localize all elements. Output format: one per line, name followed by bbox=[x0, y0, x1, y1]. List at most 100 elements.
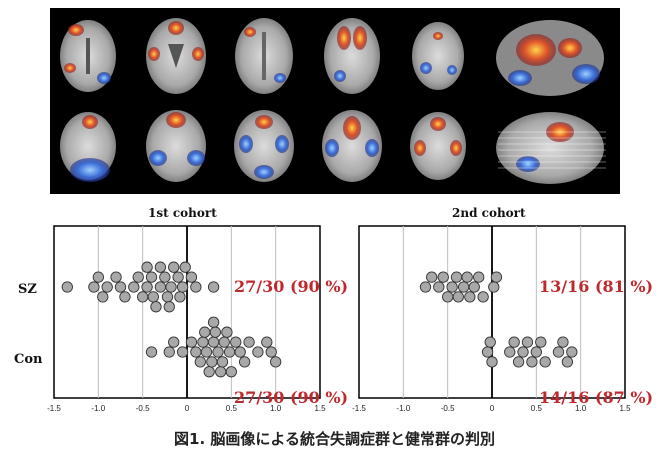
group-label-sz: SZ bbox=[18, 282, 37, 297]
data-point bbox=[461, 271, 473, 283]
data-point bbox=[206, 356, 218, 368]
data-point bbox=[163, 346, 175, 358]
data-point bbox=[119, 291, 131, 303]
axial-slice bbox=[322, 110, 382, 182]
data-point bbox=[484, 336, 496, 348]
axial-slice bbox=[146, 110, 206, 182]
data-point bbox=[234, 346, 246, 358]
data-point bbox=[535, 336, 547, 348]
data-point bbox=[261, 336, 273, 348]
group-label-con: Con bbox=[14, 352, 43, 367]
data-point bbox=[433, 281, 445, 293]
accuracy-label: 13/16 (81 %) bbox=[539, 277, 653, 296]
tick-label: -1.0 bbox=[91, 404, 105, 413]
data-point bbox=[199, 326, 211, 338]
data-point bbox=[238, 356, 251, 368]
axial-slice bbox=[60, 20, 116, 92]
data-point bbox=[215, 366, 227, 378]
data-point bbox=[212, 346, 224, 358]
data-point bbox=[190, 281, 202, 293]
axial-slice bbox=[235, 18, 293, 94]
data-point bbox=[230, 336, 242, 348]
data-point bbox=[504, 346, 516, 358]
axial-slice bbox=[412, 22, 464, 90]
tick-label: 1.0 bbox=[575, 404, 587, 413]
tick-label: 0 bbox=[185, 404, 190, 413]
data-point bbox=[437, 271, 449, 283]
data-point bbox=[218, 336, 230, 348]
data-point bbox=[168, 261, 180, 273]
data-point bbox=[452, 291, 464, 303]
data-point bbox=[464, 291, 476, 303]
data-point bbox=[225, 366, 237, 378]
axial-slice bbox=[60, 112, 116, 182]
data-point bbox=[477, 291, 489, 303]
accuracy-label: 27/30 (90 %) bbox=[234, 388, 348, 407]
data-point bbox=[526, 356, 538, 368]
tick-label: -0.5 bbox=[136, 404, 150, 413]
data-point bbox=[530, 346, 542, 358]
data-point bbox=[92, 271, 104, 283]
data-point bbox=[172, 271, 184, 283]
tick-label: -1.0 bbox=[396, 404, 410, 413]
data-point bbox=[521, 336, 534, 348]
data-point bbox=[141, 261, 153, 273]
tick-label: 1.0 bbox=[270, 404, 282, 413]
data-point bbox=[561, 356, 574, 368]
data-point bbox=[101, 281, 113, 293]
data-point bbox=[88, 281, 100, 293]
data-point bbox=[488, 281, 500, 293]
data-point bbox=[207, 336, 220, 348]
data-point bbox=[552, 346, 565, 358]
data-point bbox=[486, 356, 498, 368]
data-point bbox=[159, 271, 171, 283]
tick-label: 0.5 bbox=[226, 404, 238, 413]
brain-imaging-panel bbox=[50, 8, 620, 194]
data-point bbox=[168, 336, 180, 348]
data-point bbox=[150, 301, 162, 313]
data-point bbox=[209, 326, 222, 338]
tick-label: 0 bbox=[490, 404, 495, 413]
axial-slice bbox=[234, 110, 294, 182]
tick-label: 1.5 bbox=[619, 404, 631, 413]
data-point bbox=[473, 271, 485, 283]
data-point bbox=[442, 291, 454, 303]
axial-slice bbox=[410, 112, 466, 180]
data-point bbox=[490, 271, 503, 283]
tick-label: -1.5 bbox=[352, 404, 366, 413]
data-point bbox=[243, 336, 255, 348]
cohort2-title: 2nd cohort bbox=[452, 206, 526, 220]
accuracy-label: 14/16 (87 %) bbox=[539, 388, 653, 407]
data-point bbox=[174, 291, 186, 303]
data-point bbox=[179, 261, 191, 273]
data-point bbox=[137, 291, 149, 303]
tick-label: 1.5 bbox=[314, 404, 326, 413]
data-point bbox=[265, 346, 277, 358]
cohort1-title: 1st cohort bbox=[148, 206, 217, 220]
tick-label: 0.5 bbox=[531, 404, 543, 413]
data-point bbox=[61, 281, 73, 293]
data-point bbox=[197, 336, 209, 348]
data-point bbox=[203, 366, 215, 378]
data-point bbox=[512, 356, 525, 368]
data-point bbox=[147, 291, 159, 303]
data-point bbox=[426, 271, 438, 283]
data-point bbox=[200, 346, 213, 358]
data-point bbox=[165, 281, 177, 293]
data-point bbox=[145, 271, 158, 283]
classification-plots: -1.5 -1.0 -0.5 0 0.5 1.0 1.527/30 (90 %)27/30 … bbox=[47, 225, 653, 413]
data-point bbox=[207, 281, 220, 293]
data-point bbox=[450, 271, 463, 283]
data-point bbox=[566, 346, 578, 358]
axial-slice bbox=[324, 18, 380, 94]
data-point bbox=[114, 281, 127, 293]
data-point bbox=[446, 281, 458, 293]
data-point bbox=[128, 281, 140, 293]
data-point bbox=[481, 346, 494, 358]
data-point bbox=[221, 326, 233, 338]
data-point bbox=[216, 356, 229, 368]
data-point bbox=[163, 301, 175, 313]
data-point bbox=[457, 281, 470, 293]
data-point bbox=[161, 291, 174, 303]
data-point bbox=[223, 346, 236, 358]
